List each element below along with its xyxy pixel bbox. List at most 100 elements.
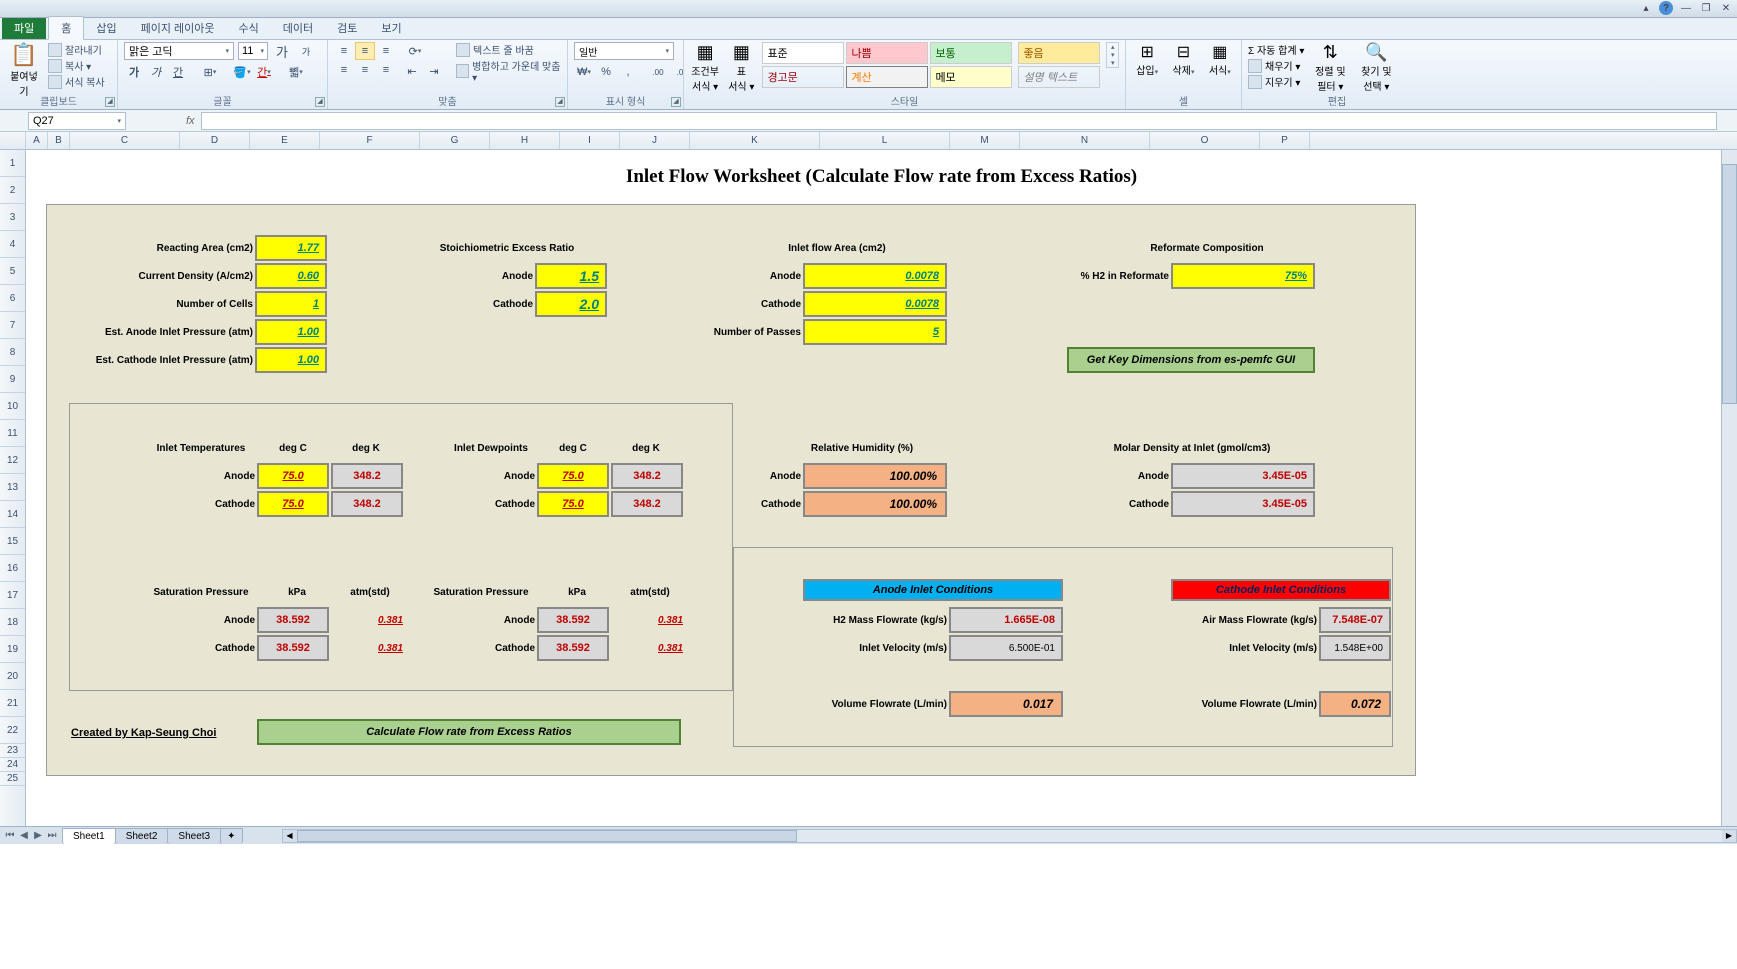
align-center-button[interactable]: ≡ xyxy=(355,61,375,79)
style-explain[interactable]: 설명 텍스트 xyxy=(1018,66,1100,88)
row-header-6[interactable]: 6 xyxy=(0,285,25,312)
select-all-corner[interactable] xyxy=(0,132,26,149)
align-bottom-button[interactable]: ≡ xyxy=(376,42,396,60)
id-cathode-c-input[interactable]: 75.0 xyxy=(537,491,609,517)
align-middle-button[interactable]: ≡ xyxy=(355,42,375,60)
stoich-cathode-input[interactable]: 2.0 xyxy=(535,291,607,317)
indent-decrease-button[interactable]: ⇤ xyxy=(402,62,422,80)
tab-file[interactable]: 파일 xyxy=(2,17,46,39)
horizontal-scrollbar[interactable]: ◀ ▶ xyxy=(282,829,1737,843)
tab-home[interactable]: 홈 xyxy=(48,16,84,40)
formula-input[interactable] xyxy=(201,112,1717,130)
style-neutral[interactable]: 좋음 xyxy=(1018,42,1100,64)
comma-button[interactable]: , xyxy=(618,63,638,81)
align-right-button[interactable]: ≡ xyxy=(376,61,396,79)
col-header-I[interactable]: I xyxy=(560,132,620,149)
find-select-button[interactable]: 🔍찾기 및 선택 ▾ xyxy=(1356,42,1396,93)
font-size-select[interactable]: 11▾ xyxy=(238,42,268,60)
conditional-format-button[interactable]: ▦조건부 서식 ▾ xyxy=(690,42,720,93)
vscroll-thumb[interactable] xyxy=(1722,164,1737,404)
increase-decimal-button[interactable]: .00 xyxy=(648,63,668,81)
currency-button[interactable]: ₩▾ xyxy=(574,63,594,81)
row-header-3[interactable]: 3 xyxy=(0,204,25,231)
clipboard-launcher[interactable]: ◢ xyxy=(105,97,115,107)
style-bad[interactable]: 나쁨 xyxy=(846,42,928,64)
fill-button[interactable]: 채우기 ▾ xyxy=(1248,58,1304,73)
tab-formula[interactable]: 수식 xyxy=(227,17,271,39)
format-cells-button[interactable]: ▦서식▾ xyxy=(1205,42,1235,77)
new-sheet-button[interactable]: ✦ xyxy=(220,828,242,844)
number-format-select[interactable]: 일반▾ xyxy=(574,42,674,60)
col-header-N[interactable]: N xyxy=(1020,132,1150,149)
ribbon-minimize-icon[interactable]: ▴ xyxy=(1639,1,1653,15)
row-header-13[interactable]: 13 xyxy=(0,474,25,501)
row-header-24[interactable]: 24 xyxy=(0,758,25,772)
num-cells-input[interactable]: 1 xyxy=(255,291,327,317)
row-header-15[interactable]: 15 xyxy=(0,528,25,555)
row-header-25[interactable]: 25 xyxy=(0,772,25,786)
delete-cells-button[interactable]: ⊟삭제▾ xyxy=(1168,42,1198,77)
row-header-14[interactable]: 14 xyxy=(0,501,25,528)
col-header-J[interactable]: J xyxy=(620,132,690,149)
help-icon[interactable]: ? xyxy=(1659,1,1673,15)
col-header-D[interactable]: D xyxy=(180,132,250,149)
tab-data[interactable]: 데이터 xyxy=(271,17,325,39)
row-header-9[interactable]: 9 xyxy=(0,366,25,393)
row-header-10[interactable]: 10 xyxy=(0,393,25,420)
col-header-C[interactable]: C xyxy=(70,132,180,149)
cathode-press-input[interactable]: 1.00 xyxy=(255,347,327,373)
it-anode-c-input[interactable]: 75.0 xyxy=(257,463,329,489)
row-header-19[interactable]: 19 xyxy=(0,636,25,663)
sheet-tab-3[interactable]: Sheet3 xyxy=(167,828,221,844)
stoich-anode-input[interactable]: 1.5 xyxy=(535,263,607,289)
paste-button[interactable]: 📋붙여넣기 xyxy=(6,42,42,98)
percent-button[interactable]: % xyxy=(596,63,616,81)
fill-color-button[interactable]: 🪣▾ xyxy=(232,63,252,81)
italic-button[interactable]: 가 xyxy=(146,63,166,81)
row-header-5[interactable]: 5 xyxy=(0,258,25,285)
current-density-input[interactable]: 0.60 xyxy=(255,263,327,289)
tab-review[interactable]: 검토 xyxy=(325,17,369,39)
worksheet[interactable]: Inlet Flow Worksheet (Calculate Flow rat… xyxy=(26,150,1737,826)
vertical-scrollbar[interactable] xyxy=(1721,150,1737,826)
anode-press-input[interactable]: 1.00 xyxy=(255,319,327,345)
row-header-7[interactable]: 7 xyxy=(0,312,25,339)
orientation-button[interactable]: ⟳▾ xyxy=(402,42,428,60)
row-header-2[interactable]: 2 xyxy=(0,177,25,204)
col-header-A[interactable]: A xyxy=(26,132,48,149)
tab-layout[interactable]: 페이지 레이아웃 xyxy=(129,17,227,39)
row-header-16[interactable]: 16 xyxy=(0,555,25,582)
border-button[interactable]: ⊞▾ xyxy=(200,63,220,81)
row-header-11[interactable]: 11 xyxy=(0,420,25,447)
tab-nav-last-icon[interactable]: ⏭ xyxy=(46,830,58,841)
align-top-button[interactable]: ≡ xyxy=(334,42,354,60)
reacting-area-input[interactable]: 1.77 xyxy=(255,235,327,261)
row-header-4[interactable]: 4 xyxy=(0,231,25,258)
autosum-button[interactable]: Σ 자동 합계 ▾ xyxy=(1248,42,1304,57)
tab-nav-prev-icon[interactable]: ◀ xyxy=(18,830,30,841)
hscroll-left-icon[interactable]: ◀ xyxy=(283,830,297,842)
underline-button[interactable]: 간 xyxy=(168,63,188,81)
inlet-area-cathode-input[interactable]: 0.0078 xyxy=(803,291,947,317)
clear-button[interactable]: 지우기 ▾ xyxy=(1248,74,1304,89)
inlet-area-anode-input[interactable]: 0.0078 xyxy=(803,263,947,289)
gallery-more-button[interactable]: ▴▾▾ xyxy=(1106,42,1119,68)
hscroll-right-icon[interactable]: ▶ xyxy=(1722,830,1736,842)
id-anode-c-input[interactable]: 75.0 xyxy=(537,463,609,489)
number-launcher[interactable]: ◢ xyxy=(671,97,681,107)
row-header-1[interactable]: 1 xyxy=(0,150,25,177)
window-minimize-icon[interactable]: — xyxy=(1679,1,1693,15)
row-header-12[interactable]: 12 xyxy=(0,447,25,474)
bold-button[interactable]: 가 xyxy=(124,63,144,81)
tab-nav-next-icon[interactable]: ▶ xyxy=(32,830,44,841)
style-memo[interactable]: 메모 xyxy=(930,66,1012,88)
shrink-font-button[interactable]: 가 xyxy=(296,42,316,60)
window-close-icon[interactable]: ✕ xyxy=(1719,1,1733,15)
col-header-E[interactable]: E xyxy=(250,132,320,149)
wrap-text-button[interactable]: 텍스트 줄 바꿈 xyxy=(456,42,561,57)
col-header-G[interactable]: G xyxy=(420,132,490,149)
style-calc[interactable]: 계산 xyxy=(846,66,928,88)
col-header-F[interactable]: F xyxy=(320,132,420,149)
indent-increase-button[interactable]: ⇥ xyxy=(424,62,444,80)
row-header-22[interactable]: 22 xyxy=(0,717,25,744)
